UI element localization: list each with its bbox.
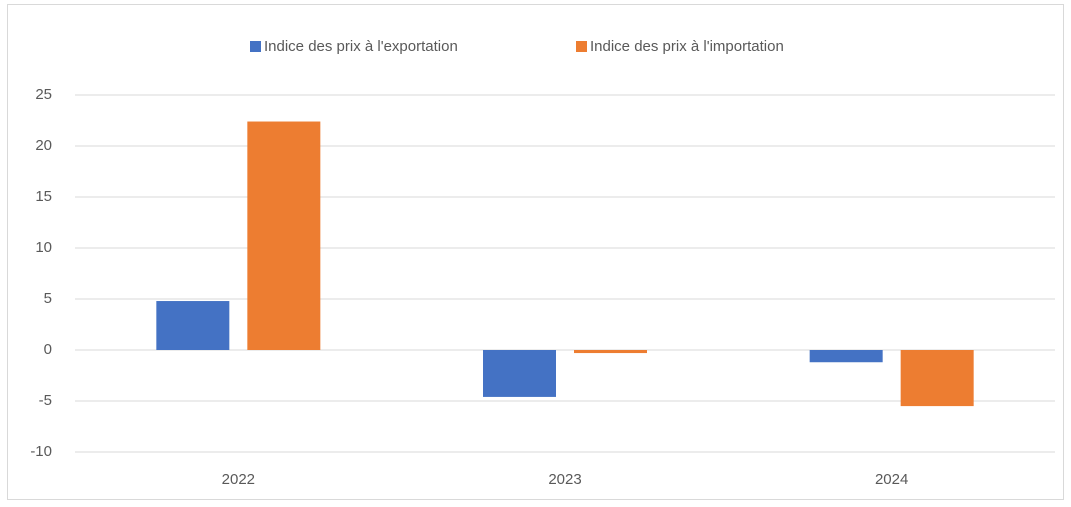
- y-tick-label: 15: [35, 188, 52, 205]
- bar: [247, 121, 321, 351]
- legend-label: Indice des prix à l'importation: [590, 38, 784, 55]
- y-tick-label: -5: [39, 392, 52, 409]
- y-tick-label: 0: [44, 341, 52, 358]
- y-tick-label: 10: [35, 239, 52, 256]
- bar: [809, 350, 883, 363]
- y-tick-label: 25: [35, 86, 52, 103]
- bar: [483, 350, 556, 397]
- x-tick-label: 2023: [548, 471, 581, 488]
- x-tick-label: 2024: [875, 471, 908, 488]
- y-tick-label: 5: [44, 290, 52, 307]
- y-tick-label: 20: [35, 137, 52, 154]
- bar: [156, 301, 230, 350]
- x-tick-label: 2022: [222, 471, 255, 488]
- legend-swatch: [250, 41, 261, 52]
- legend-label: Indice des prix à l'exportation: [264, 38, 458, 55]
- bar: [574, 350, 647, 354]
- bar: [900, 350, 974, 407]
- y-tick-label: -10: [30, 443, 52, 460]
- legend-swatch: [576, 41, 587, 52]
- chart-border: [7, 4, 1064, 500]
